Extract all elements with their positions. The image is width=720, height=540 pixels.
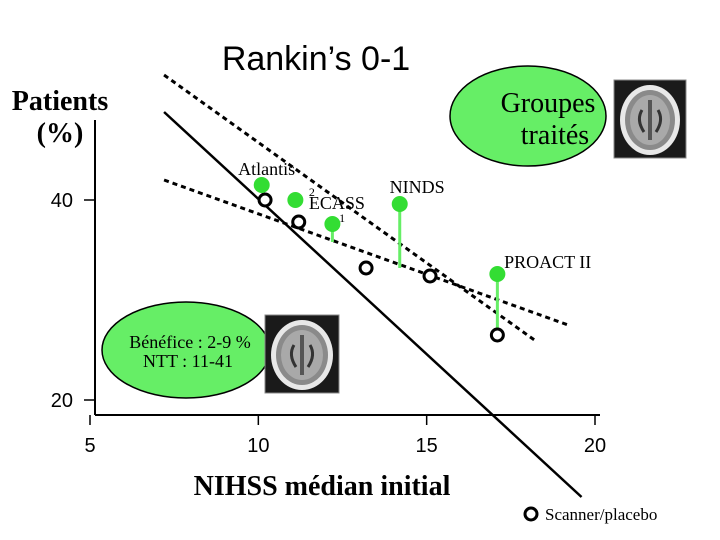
x-tick-label: 10 <box>247 435 269 457</box>
regression-lines <box>163 73 583 498</box>
chart-title: Rankin’s 0-1 <box>222 40 410 78</box>
treated-point <box>287 192 304 208</box>
confidence-line-1 <box>163 73 536 342</box>
y-tick-label: 20 <box>51 390 73 412</box>
axes <box>94 120 600 416</box>
treated-point <box>489 266 506 282</box>
treated-groups-bubble <box>449 65 607 167</box>
point-label: NINDS <box>390 177 445 197</box>
y-tick-label: 40 <box>51 190 73 212</box>
placebo-point <box>422 268 438 284</box>
ticks: 5 10 15 20 20 40 <box>51 190 606 457</box>
x-tick-label: 5 <box>84 435 95 457</box>
benefit-text-2: NTT : 11-41 <box>143 351 233 371</box>
placebo-point <box>291 214 307 230</box>
placebo-point <box>257 192 273 208</box>
treated-groups-text-1: Groupes <box>501 88 596 119</box>
point-label-superscript: 1 <box>339 211 345 225</box>
benefit-stems <box>330 204 499 335</box>
legend-placebo-label: Scanner/placebo <box>545 505 657 524</box>
legend: Scanner/placebo <box>523 505 657 524</box>
y-axis-label: Patients (%) <box>12 86 109 149</box>
benefit-callout: Bénéfice : 2-9 % NTT : 11-41 <box>101 301 340 399</box>
point-label: Atlantis <box>238 159 295 179</box>
point-label: PROACT II <box>504 252 591 272</box>
ct-scan-image-bottom <box>264 314 340 394</box>
treated-groups-callout: Groupes traités <box>449 65 687 167</box>
regression-line-0 <box>163 111 583 498</box>
placebo-point <box>489 327 505 343</box>
point-labels: Atlantis ECASS NINDS PROACT II 2 1 <box>238 159 591 272</box>
x-tick-label: 20 <box>584 435 606 457</box>
treated-point <box>253 177 270 193</box>
x-axis-label: NIHSS médian initial <box>194 471 451 502</box>
treated-point <box>324 216 341 232</box>
placebo-point <box>358 260 374 276</box>
point-label: ECASS <box>309 193 365 213</box>
y-axis-label-line-1: Patients <box>12 86 109 117</box>
benefit-text-1: Bénéfice : 2-9 % <box>129 332 250 352</box>
treated-groups-text-2: traités <box>521 120 589 151</box>
legend-placebo-marker <box>523 506 539 522</box>
treated-point <box>391 196 408 212</box>
point-label-superscript: 2 <box>309 185 315 199</box>
data-points <box>253 177 506 343</box>
x-tick-label: 15 <box>416 435 438 457</box>
ct-scan-image-top <box>613 79 687 159</box>
y-axis-label-line-2: (%) <box>37 118 84 149</box>
